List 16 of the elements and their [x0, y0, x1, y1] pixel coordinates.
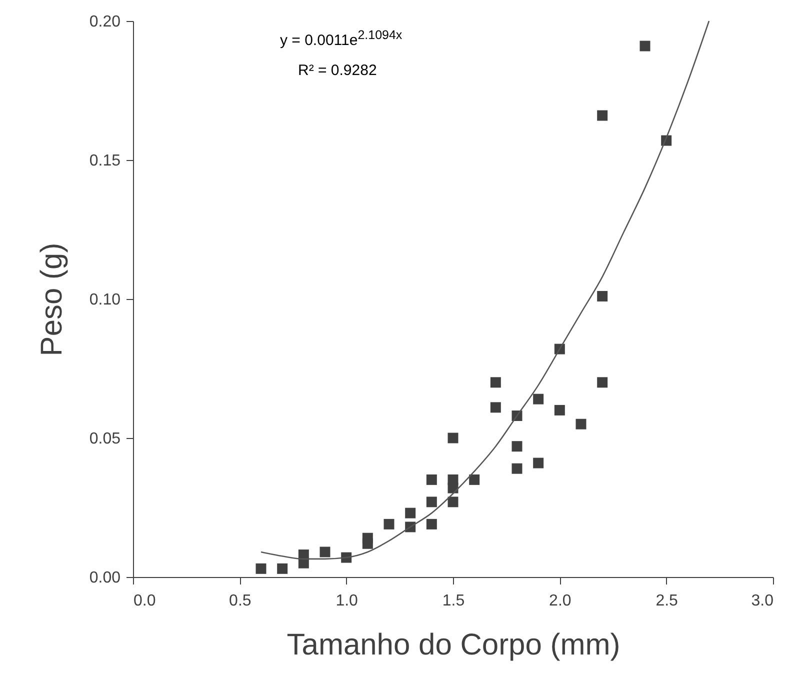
x-tick-label: 1.0	[336, 592, 358, 610]
x-tick-label: 2.5	[656, 592, 678, 610]
x-axis-title: Tamanho do Corpo (mm)	[286, 628, 620, 662]
x-tick-label: 3.0	[751, 592, 774, 610]
y-tick-label: 0.20	[89, 14, 121, 30]
annotation: y = 0.0011e$^{2.1094x}$	[280, 28, 402, 49]
y-tick-label: 0.00	[89, 570, 121, 586]
x-tick-label: 2.0	[549, 592, 572, 610]
y-tick-label: 0.15	[89, 152, 121, 170]
x-tick-label: 1.5	[442, 592, 465, 610]
y-axis-title: Peso (g)	[35, 242, 68, 356]
x-tick-label: 0.5	[229, 592, 252, 610]
x-tick-label: 0.0	[134, 592, 156, 610]
annotation: R² = 0.9282	[298, 62, 377, 79]
y-tick-label: 0.05	[89, 430, 121, 448]
y-tick-label: 0.10	[89, 292, 121, 308]
